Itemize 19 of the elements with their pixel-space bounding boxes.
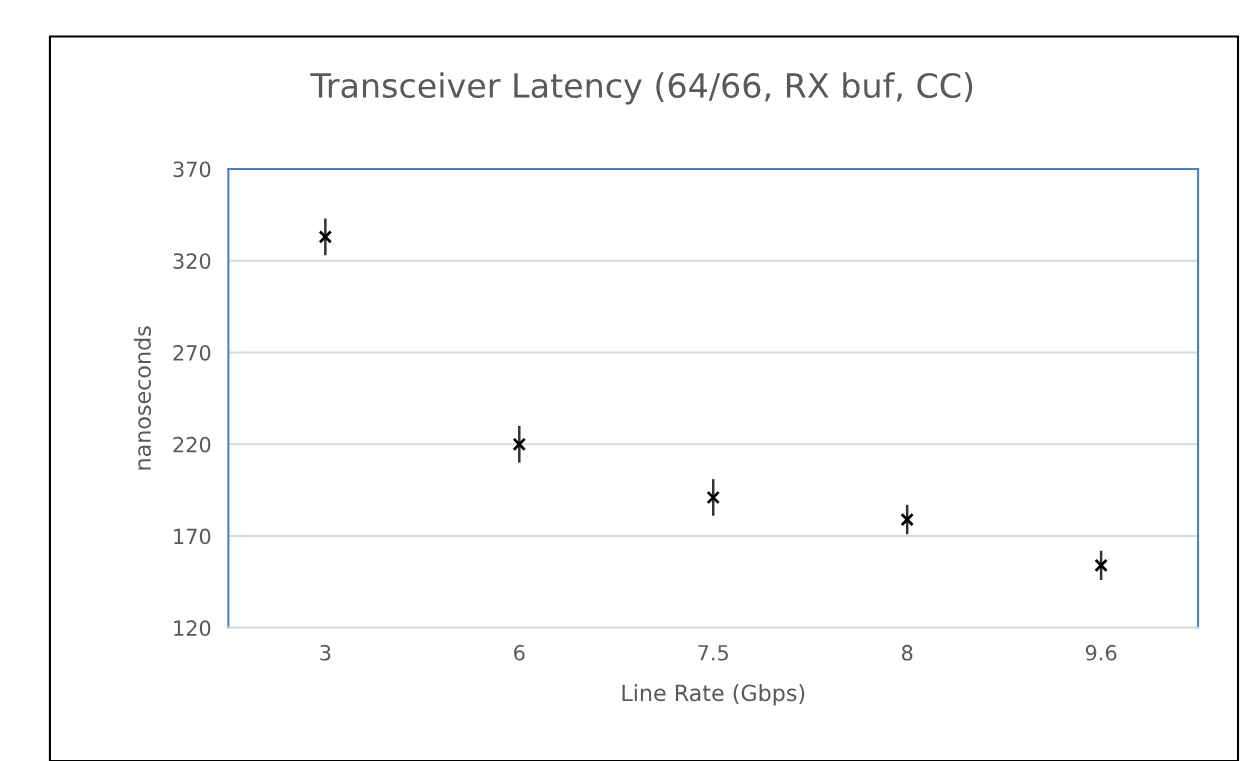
x-axis-title: Line Rate (Gbps)	[622, 684, 805, 706]
x-tick-label: 7.5	[698, 645, 728, 661]
chart-title: Transceiver Latency (64/66, RX buf, CC)	[310, 72, 973, 105]
y-tick-label: 370	[173, 161, 211, 178]
point	[1094, 558, 1108, 573]
point	[512, 437, 527, 452]
x-tick-label: 6	[514, 644, 525, 661]
y-tick-label: 120	[174, 620, 211, 637]
point	[706, 490, 720, 505]
y-tick-label: 170	[174, 528, 211, 545]
y-axis-title: nanoseconds	[133, 326, 151, 470]
y-tick-label: 270	[173, 344, 211, 361]
x-tick-label: 9.6	[1085, 644, 1117, 661]
x-tick-label: 8	[901, 644, 913, 661]
y-tick-label: 220	[173, 436, 211, 453]
point	[900, 512, 914, 527]
point	[318, 230, 333, 244]
x-tick-label: 3	[320, 644, 331, 661]
y-tick-label: 320	[173, 253, 211, 269]
